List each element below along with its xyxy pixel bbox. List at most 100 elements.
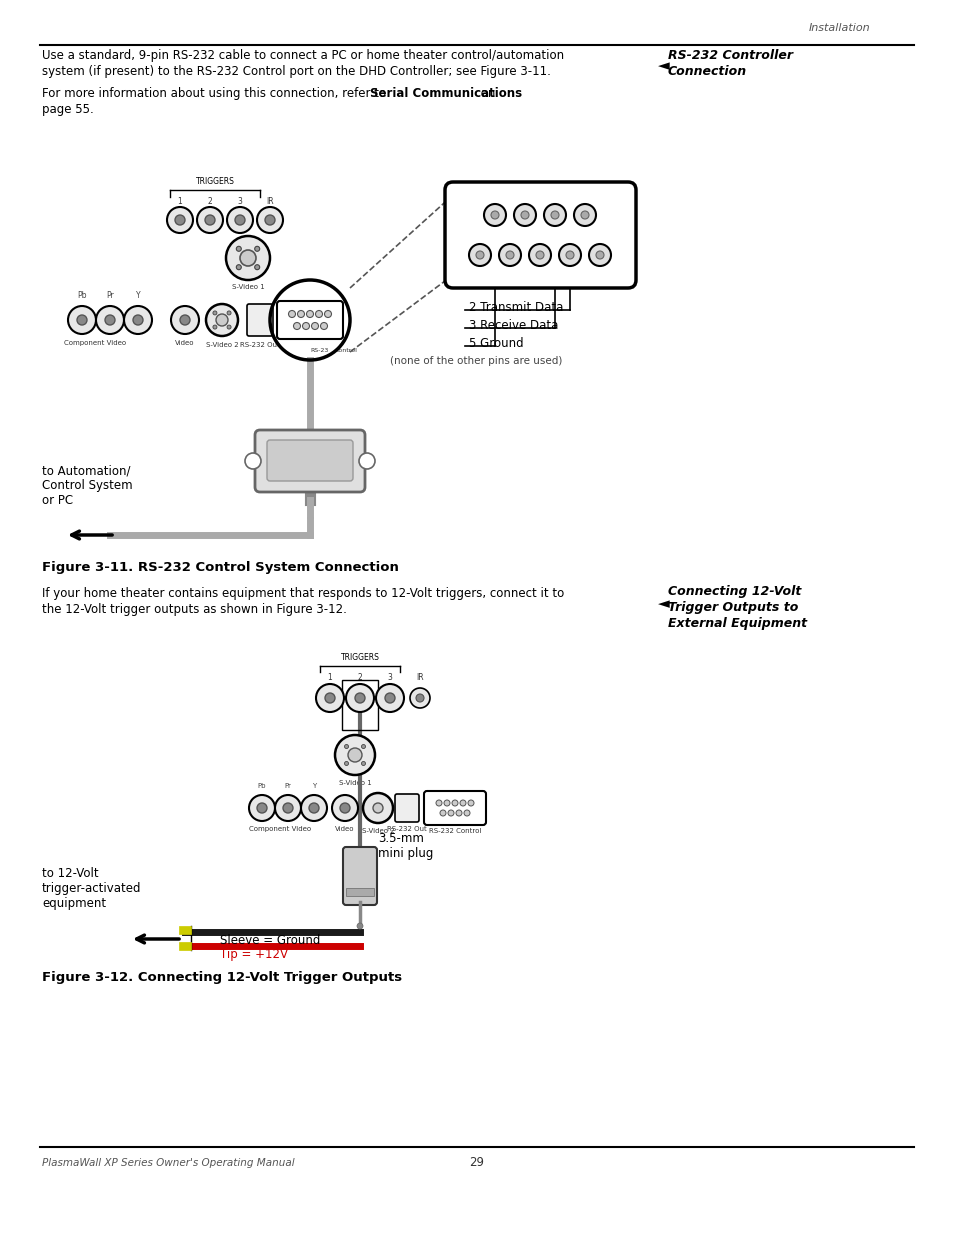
Circle shape bbox=[514, 204, 536, 226]
Text: Pb: Pb bbox=[77, 291, 87, 300]
Text: 3: 3 bbox=[387, 673, 392, 683]
Text: For more information about using this connection, refer to: For more information about using this co… bbox=[42, 86, 390, 100]
Text: Video: Video bbox=[335, 826, 355, 832]
Circle shape bbox=[491, 211, 498, 219]
Text: RS-232 Out: RS-232 Out bbox=[240, 342, 279, 348]
Circle shape bbox=[543, 204, 565, 226]
FancyBboxPatch shape bbox=[276, 301, 343, 338]
Circle shape bbox=[596, 251, 603, 259]
Circle shape bbox=[309, 803, 318, 813]
Text: 2: 2 bbox=[357, 673, 362, 683]
Circle shape bbox=[373, 803, 382, 813]
Circle shape bbox=[226, 236, 270, 280]
Circle shape bbox=[375, 684, 403, 713]
Circle shape bbox=[580, 211, 588, 219]
Text: S-Video 2: S-Video 2 bbox=[361, 827, 394, 834]
Bar bbox=[346, 888, 374, 897]
Circle shape bbox=[346, 684, 374, 713]
Circle shape bbox=[256, 803, 267, 813]
Text: IR: IR bbox=[266, 198, 274, 206]
Text: IR: IR bbox=[416, 673, 423, 683]
Bar bbox=[179, 926, 191, 934]
Circle shape bbox=[332, 795, 357, 821]
Circle shape bbox=[416, 694, 423, 701]
Circle shape bbox=[306, 310, 314, 317]
Circle shape bbox=[505, 251, 514, 259]
Text: Pr: Pr bbox=[106, 291, 113, 300]
Circle shape bbox=[167, 207, 193, 233]
Bar bbox=[179, 942, 191, 950]
Circle shape bbox=[339, 803, 350, 813]
Text: If your home theater contains equipment that responds to 12-Volt triggers, conne: If your home theater contains equipment … bbox=[42, 587, 563, 600]
Circle shape bbox=[68, 306, 96, 333]
Circle shape bbox=[288, 310, 295, 317]
Circle shape bbox=[294, 322, 300, 330]
Circle shape bbox=[469, 245, 491, 266]
Circle shape bbox=[236, 246, 241, 251]
Circle shape bbox=[234, 215, 245, 225]
Circle shape bbox=[213, 311, 216, 315]
Circle shape bbox=[558, 245, 580, 266]
Circle shape bbox=[274, 795, 301, 821]
Circle shape bbox=[452, 800, 457, 806]
Text: Y: Y bbox=[312, 783, 315, 789]
Circle shape bbox=[254, 264, 259, 269]
Circle shape bbox=[335, 735, 375, 776]
Text: Tip = +12V: Tip = +12V bbox=[220, 948, 288, 961]
Circle shape bbox=[77, 315, 87, 325]
Circle shape bbox=[459, 800, 465, 806]
Circle shape bbox=[312, 322, 318, 330]
Circle shape bbox=[297, 310, 304, 317]
Text: External Equipment: External Equipment bbox=[667, 618, 806, 630]
Text: Component Video: Component Video bbox=[64, 340, 126, 346]
Text: page 55.: page 55. bbox=[42, 103, 93, 116]
Circle shape bbox=[245, 453, 261, 469]
Text: 1: 1 bbox=[177, 198, 182, 206]
Circle shape bbox=[436, 800, 441, 806]
Text: 2 Transmit Data: 2 Transmit Data bbox=[469, 301, 563, 314]
Circle shape bbox=[348, 748, 361, 762]
Circle shape bbox=[236, 264, 241, 269]
Circle shape bbox=[315, 684, 344, 713]
Text: Trigger Outputs to: Trigger Outputs to bbox=[667, 601, 798, 614]
Circle shape bbox=[520, 211, 529, 219]
Circle shape bbox=[205, 215, 214, 225]
Circle shape bbox=[385, 693, 395, 703]
Text: Pb: Pb bbox=[257, 783, 266, 789]
Text: RS-232 Controller: RS-232 Controller bbox=[667, 49, 792, 62]
Circle shape bbox=[249, 795, 274, 821]
Text: S-Video 1: S-Video 1 bbox=[232, 284, 264, 290]
Circle shape bbox=[361, 762, 365, 766]
Text: S-Video 1: S-Video 1 bbox=[338, 781, 371, 785]
Text: 29: 29 bbox=[469, 1156, 484, 1170]
Text: 3: 3 bbox=[237, 198, 242, 206]
Circle shape bbox=[355, 693, 365, 703]
Circle shape bbox=[227, 311, 231, 315]
Circle shape bbox=[265, 215, 274, 225]
Text: Connection: Connection bbox=[667, 65, 746, 78]
Circle shape bbox=[498, 245, 520, 266]
Circle shape bbox=[344, 762, 348, 766]
FancyBboxPatch shape bbox=[254, 430, 365, 492]
Circle shape bbox=[551, 211, 558, 219]
Circle shape bbox=[324, 310, 331, 317]
Text: Serial Communications: Serial Communications bbox=[370, 86, 521, 100]
FancyBboxPatch shape bbox=[395, 794, 418, 823]
Circle shape bbox=[536, 251, 543, 259]
Circle shape bbox=[256, 207, 283, 233]
Text: TRIGGERS: TRIGGERS bbox=[340, 653, 379, 662]
Circle shape bbox=[483, 204, 505, 226]
Circle shape bbox=[283, 803, 293, 813]
Circle shape bbox=[410, 688, 430, 708]
FancyBboxPatch shape bbox=[444, 182, 636, 288]
Text: RS-23: RS-23 bbox=[310, 348, 328, 353]
Circle shape bbox=[180, 315, 190, 325]
Text: S-Video 2: S-Video 2 bbox=[206, 342, 238, 348]
Text: Use a standard, 9-pin RS-232 cable to connect a PC or home theater control/autom: Use a standard, 9-pin RS-232 cable to co… bbox=[42, 49, 563, 62]
Text: 3.5-mm
mini plug: 3.5-mm mini plug bbox=[377, 832, 433, 860]
Text: Figure 3-12. Connecting 12-Volt Trigger Outputs: Figure 3-12. Connecting 12-Volt Trigger … bbox=[42, 971, 402, 984]
FancyBboxPatch shape bbox=[247, 304, 273, 336]
Circle shape bbox=[227, 207, 253, 233]
Text: ◄: ◄ bbox=[658, 597, 669, 611]
Text: RS-232 Out: RS-232 Out bbox=[387, 826, 426, 832]
